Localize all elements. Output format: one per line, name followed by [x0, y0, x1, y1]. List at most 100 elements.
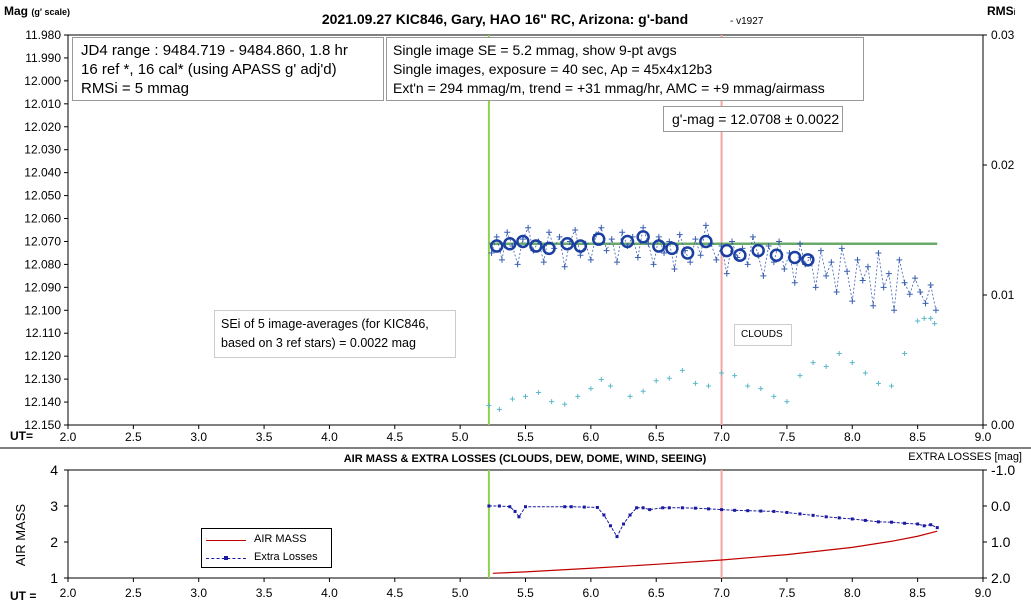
- rms-point: [784, 399, 790, 405]
- top-y-tick-label: 12.140: [24, 395, 61, 409]
- bottom-chart-title: AIR MASS & EXTRA LOSSES (CLOUDS, DEW, DO…: [344, 453, 707, 465]
- rms-point: [666, 375, 672, 381]
- top-x-tick-label: 4.0: [321, 430, 338, 444]
- rms-point: [758, 386, 764, 392]
- extra-losses-point: [615, 535, 619, 539]
- avg-point: [573, 239, 588, 253]
- rms-point: [509, 396, 515, 402]
- top-y-tick-label: 12.120: [24, 349, 61, 363]
- single-image-point: [864, 263, 871, 270]
- avg-point: [542, 241, 556, 256]
- single-image-point: [891, 307, 898, 314]
- single-image-point: [525, 224, 532, 231]
- single-image-point: [906, 291, 913, 298]
- extra-losses-point: [903, 521, 907, 525]
- bottom-y-tick-label: 2: [50, 534, 58, 550]
- top-y-tick-label: 12.080: [24, 257, 61, 271]
- bottom-x-tick-label: 6.0: [583, 586, 600, 600]
- single-image-point: [577, 252, 584, 259]
- single-image-point: [854, 256, 861, 263]
- bottom-y2-tick-label: 1.0: [991, 534, 1011, 550]
- single-image-point: [912, 275, 919, 282]
- extra-losses-point: [707, 507, 710, 511]
- extra-losses-point: [922, 524, 926, 528]
- single-image-point: [598, 224, 605, 231]
- single-image-point: [870, 302, 877, 309]
- info-box-ref-line: 16 ref *, 16 cal* (using APASS g' adj'd): [81, 61, 337, 78]
- top-y2-axis-label: RMSi: [987, 4, 1016, 18]
- top-y-tick-label: 12.020: [24, 120, 61, 134]
- top-y2-tick-label: 0.03: [991, 28, 1015, 42]
- legend-losses-label: Extra Losses: [254, 551, 318, 563]
- top-y2-tick-label: 0.02: [991, 158, 1015, 172]
- extra-losses-point: [661, 506, 665, 510]
- single-image-point: [797, 240, 803, 247]
- single-image-point: [692, 236, 699, 243]
- single-image-point: [833, 288, 840, 295]
- avg-point: [788, 250, 802, 265]
- rms-point: [653, 378, 659, 384]
- extra-losses-point: [850, 517, 854, 521]
- rms-point: [627, 393, 633, 399]
- top-x-tick-label: 8.5: [909, 430, 926, 444]
- single-image-point: [687, 259, 694, 266]
- top-x-tick-label: 7.0: [713, 430, 730, 444]
- single-image-point: [917, 288, 924, 295]
- extra-losses-point: [569, 505, 573, 509]
- avg-point: [699, 234, 713, 249]
- extra-losses-point: [517, 515, 521, 519]
- rms-point: [810, 360, 816, 366]
- legend-airmass-label: AIR MASS: [254, 533, 307, 545]
- top-x-tick-label: 2.0: [60, 430, 77, 444]
- single-image-point: [849, 298, 856, 305]
- info-box-jd-line: JD4 range : 9484.719 - 9484.860, 1.8 hr: [81, 42, 348, 59]
- top-y-axis-label: Mag (g' scale): [4, 4, 70, 18]
- bottom-x-tick-label: 8.0: [844, 586, 861, 600]
- single-image-point: [661, 249, 668, 256]
- rms-point: [745, 383, 751, 389]
- single-image-point: [838, 245, 845, 252]
- avg-point: [801, 253, 815, 267]
- single-image-point: [614, 259, 620, 266]
- extra-losses-point: [595, 505, 599, 509]
- extra-losses-point: [824, 515, 828, 519]
- single-image-point: [776, 238, 783, 245]
- info-box-se-line: Single image SE = 5.2 mmag, show 9-pt av…: [393, 42, 677, 58]
- single-image-point: [927, 282, 934, 289]
- single-image-point: [493, 233, 500, 240]
- top-y-tick-label: 12.100: [24, 303, 61, 317]
- top-y-tick-label: 12.060: [24, 212, 61, 226]
- rms-point: [523, 393, 528, 399]
- single-image-point: [676, 231, 683, 238]
- extra-losses-point: [916, 522, 920, 526]
- bottom-x-axis-label: UT =: [10, 589, 36, 603]
- top-y-tick-label: 12.050: [24, 189, 61, 203]
- single-image-point: [713, 256, 720, 263]
- avg-point: [680, 246, 695, 260]
- bottom-x-tick-label: 7.0: [713, 586, 730, 600]
- single-image-point: [634, 254, 641, 261]
- rms-point: [486, 403, 492, 408]
- single-image-point: [749, 233, 756, 240]
- top-x-tick-label: 6.5: [648, 430, 665, 444]
- extra-losses-point: [628, 513, 632, 517]
- extra-losses-point: [563, 505, 567, 509]
- single-image-point: [817, 247, 824, 254]
- rms-point: [889, 383, 894, 389]
- bottom-y2-tick-label: -1.0: [991, 462, 1015, 478]
- mag-result-box: g'-mag = 12.0708 ± 0.0022: [663, 106, 843, 132]
- avg-point: [560, 237, 575, 251]
- rms-point: [536, 390, 542, 395]
- single-image-point: [859, 277, 866, 284]
- top-x-axis-label: UT=: [10, 429, 33, 443]
- extra-losses-point: [935, 526, 939, 530]
- single-image-point: [504, 229, 511, 236]
- sei-box: SEi of 5 image-averages (for KIC846, bas…: [214, 310, 456, 358]
- top-y-axis-label-scale: (g' scale): [31, 7, 70, 17]
- single-image-point: [791, 279, 798, 286]
- top-plot-layer: 11.980 11.990 12.000 12.010 12.020 12.030 12.0…: [24, 28, 1014, 444]
- top-y-tick-label: 12.130: [24, 372, 61, 386]
- bottom-x-tick-label: 3.5: [256, 586, 273, 600]
